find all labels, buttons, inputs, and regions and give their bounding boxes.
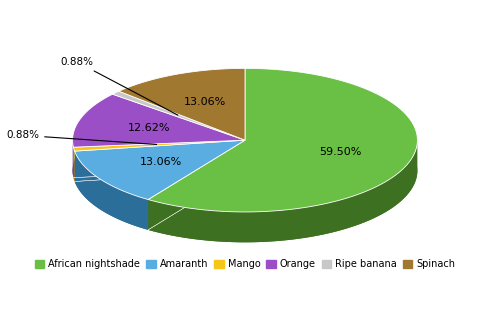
Polygon shape	[113, 121, 245, 171]
Polygon shape	[74, 151, 148, 230]
Text: 59.50%: 59.50%	[319, 147, 362, 157]
Polygon shape	[74, 171, 245, 230]
Polygon shape	[148, 68, 417, 212]
Text: 0.88%: 0.88%	[6, 130, 157, 145]
Polygon shape	[148, 99, 417, 242]
Polygon shape	[74, 140, 245, 199]
Polygon shape	[74, 171, 245, 182]
Legend: African nightshade, Amaranth, Mango, Orange, Ripe banana, Spinach: African nightshade, Amaranth, Mango, Ora…	[31, 255, 459, 273]
Polygon shape	[119, 68, 245, 140]
Polygon shape	[73, 137, 74, 177]
Text: 13.06%: 13.06%	[184, 97, 226, 107]
Polygon shape	[113, 91, 245, 140]
Text: 0.88%: 0.88%	[60, 57, 178, 115]
Text: 13.06%: 13.06%	[139, 157, 182, 167]
Polygon shape	[119, 99, 245, 171]
Polygon shape	[74, 140, 245, 151]
Text: 12.62%: 12.62%	[128, 123, 171, 133]
Polygon shape	[73, 125, 245, 177]
Polygon shape	[148, 139, 417, 242]
Polygon shape	[73, 94, 245, 147]
